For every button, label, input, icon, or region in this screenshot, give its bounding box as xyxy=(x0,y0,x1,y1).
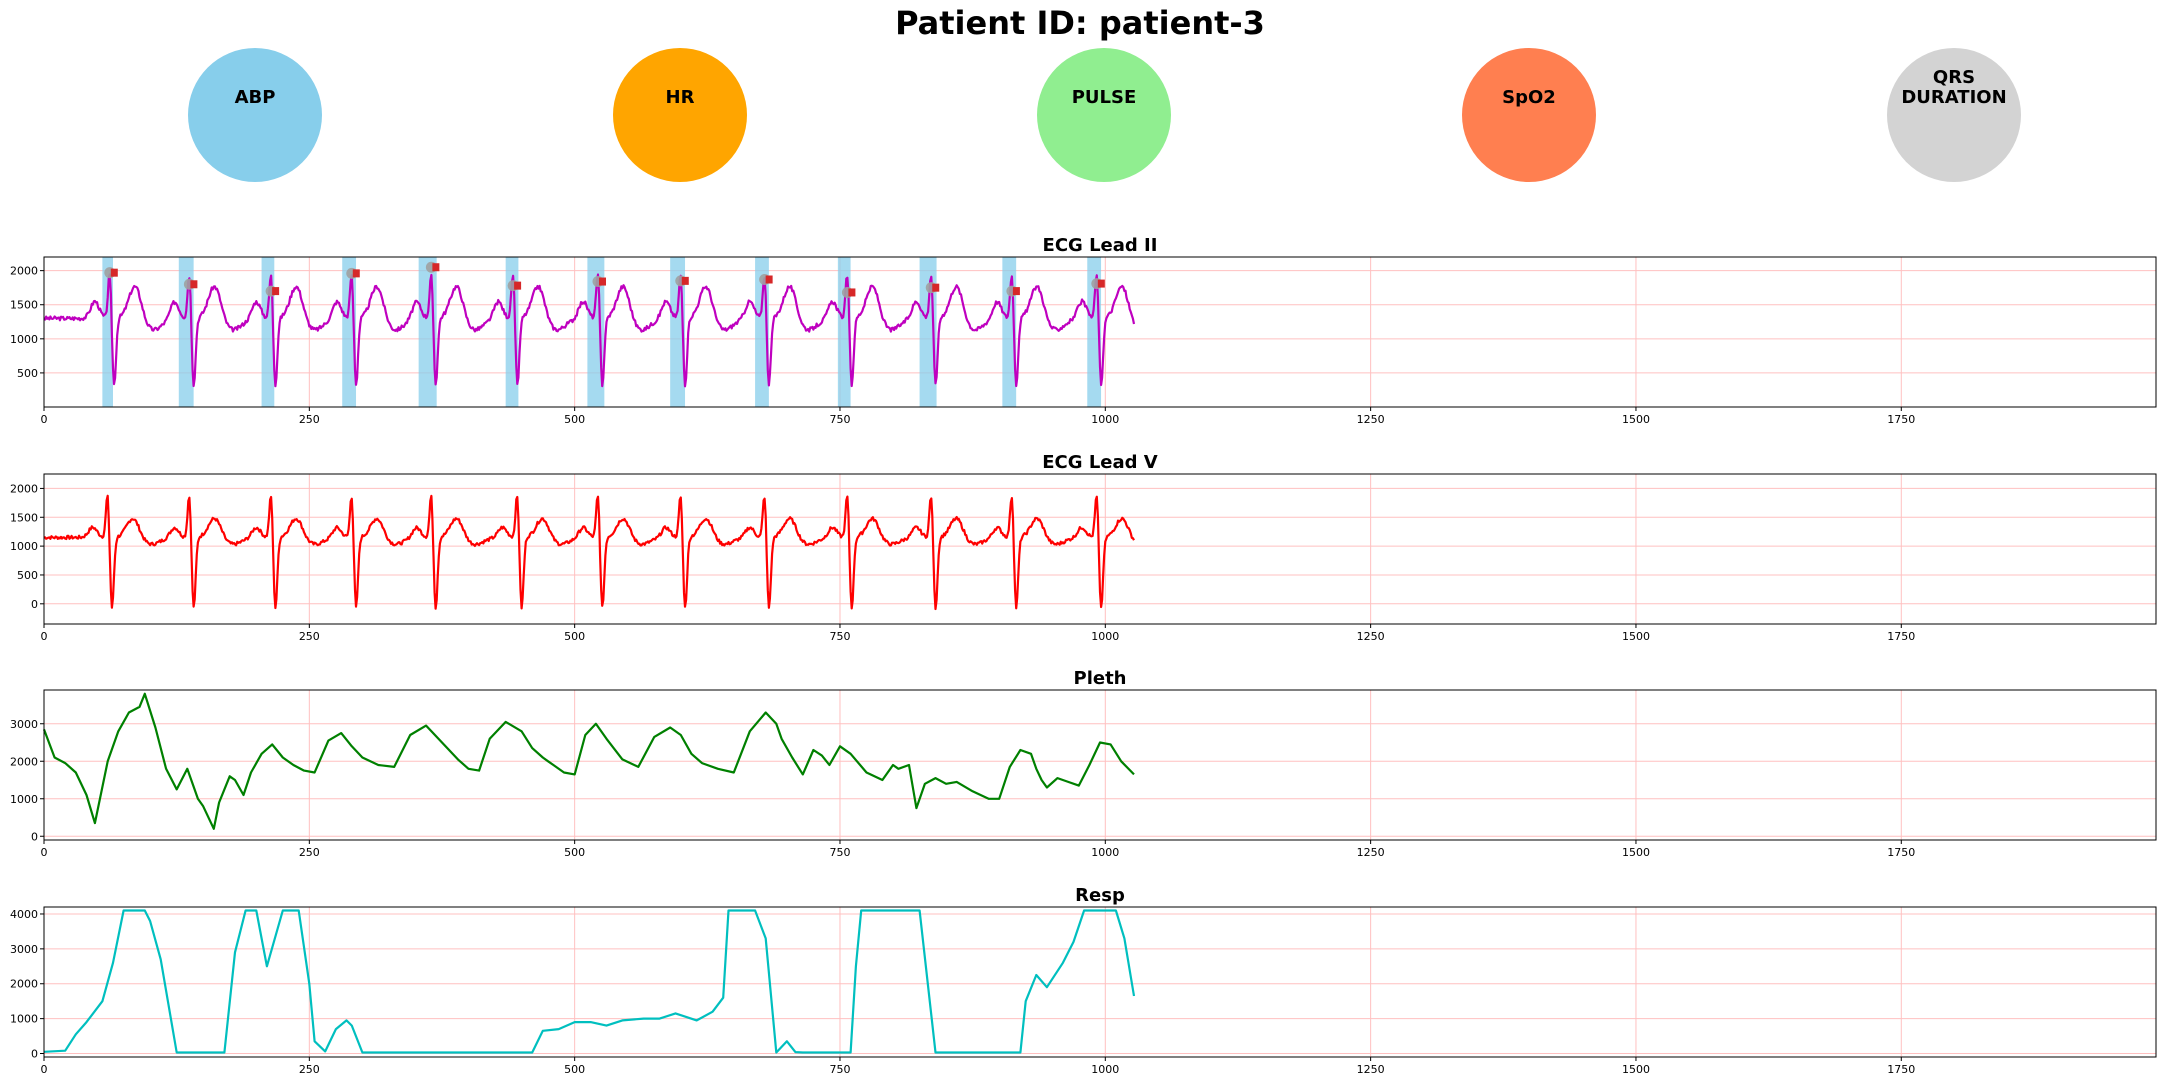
hr-label: HR xyxy=(665,87,695,108)
y-tick-label: 3000 xyxy=(10,718,38,731)
y-tick-label: 1000 xyxy=(10,540,38,553)
y-tick-label: 1000 xyxy=(10,1013,38,1026)
ecg-lead-v-series-line xyxy=(43,494,1135,611)
y-tick-label: 1500 xyxy=(10,299,38,312)
ecg-lead-v-title: ECG Lead V xyxy=(1042,452,1158,473)
pleth-axes-frame xyxy=(43,689,2157,841)
spo2-label: SpO2 xyxy=(1502,87,1556,108)
x-tick-label: 250 xyxy=(299,630,320,643)
ecg-lead-ii-axes-frame xyxy=(43,256,2157,408)
resp-series-line xyxy=(43,909,1136,1054)
x-tick-label: 1000 xyxy=(1091,630,1119,643)
qrs-duration-label: QRS DURATION xyxy=(1901,67,2007,108)
ecg-lead-ii-series-line xyxy=(43,273,1136,388)
y-tick-label: 500 xyxy=(17,569,38,582)
y-tick-label: 2000 xyxy=(10,265,38,278)
pleth-series-line xyxy=(42,692,1135,830)
x-tick-label: 1000 xyxy=(1091,1063,1119,1076)
r-peak-flag xyxy=(272,287,280,296)
r-peak-flag xyxy=(432,263,440,272)
x-tick-label: 750 xyxy=(829,413,850,426)
ecg-lead-ii-chart: ECG Lead II 0 250 500 750 1000 1250 1500 1750 500… xyxy=(10,235,2157,426)
pleth-title: Pleth xyxy=(1074,668,1127,689)
r-peak-flag xyxy=(352,269,360,278)
abp-label: ABP xyxy=(234,87,276,108)
x-tick-label: 250 xyxy=(299,413,320,426)
x-tick-label: 1250 xyxy=(1357,630,1385,643)
x-tick-label: 1500 xyxy=(1622,846,1650,859)
r-peak-flag xyxy=(190,280,198,289)
x-tick-label: 250 xyxy=(299,1063,320,1076)
x-tick-label: 750 xyxy=(829,630,850,643)
x-tick-label: 250 xyxy=(299,846,320,859)
x-tick-label: 1500 xyxy=(1622,1063,1650,1076)
x-tick-label: 0 xyxy=(41,630,48,643)
x-tick-label: 500 xyxy=(564,846,585,859)
x-tick-label: 500 xyxy=(564,413,585,426)
r-peak-flag xyxy=(681,276,689,285)
x-tick-label: 1750 xyxy=(1887,413,1915,426)
y-tick-label: 500 xyxy=(17,367,38,380)
x-tick-label: 1000 xyxy=(1091,846,1119,859)
qrs-duration-circle xyxy=(1887,48,2021,182)
resp-axes-frame xyxy=(43,906,2157,1058)
y-tick-label: 1000 xyxy=(10,793,38,806)
x-tick-label: 500 xyxy=(564,1063,585,1076)
hr-circle xyxy=(613,48,747,182)
ecg-lead-v-axes-frame xyxy=(43,473,2157,625)
x-tick-label: 500 xyxy=(564,630,585,643)
y-tick-label: 3000 xyxy=(10,943,38,956)
y-tick-label: 1500 xyxy=(10,511,38,524)
page-title: Patient ID: patient-3 xyxy=(895,4,1265,42)
x-tick-label: 1000 xyxy=(1091,413,1119,426)
x-tick-label: 1250 xyxy=(1357,846,1385,859)
r-peak-flag xyxy=(765,275,773,284)
x-tick-label: 1750 xyxy=(1887,1063,1915,1076)
resp-chart: Resp 0 250 500 750 1000 1250 1500 1750 0 1000 2000 3… xyxy=(10,885,2157,1076)
y-tick-label: 0 xyxy=(31,830,38,843)
x-tick-label: 1250 xyxy=(1357,1063,1385,1076)
spo2-circle xyxy=(1462,48,1596,182)
pulse-circle xyxy=(1037,48,1171,182)
r-peak-flag xyxy=(1012,287,1020,296)
y-tick-label: 1000 xyxy=(10,333,38,346)
r-peak-flag xyxy=(599,277,607,286)
y-tick-label: 2000 xyxy=(10,482,38,495)
x-tick-label: 1750 xyxy=(1887,630,1915,643)
r-peak-flag xyxy=(932,283,940,292)
x-tick-label: 750 xyxy=(829,1063,850,1076)
y-tick-label: 0 xyxy=(31,598,38,611)
y-tick-label: 2000 xyxy=(10,755,38,768)
x-tick-label: 0 xyxy=(41,413,48,426)
y-tick-label: 4000 xyxy=(10,908,38,921)
qrs-region xyxy=(102,257,113,407)
x-tick-label: 0 xyxy=(41,846,48,859)
x-tick-label: 1500 xyxy=(1622,413,1650,426)
pleth-chart: Pleth 0 250 500 750 1000 1250 1500 1750 0 1000 2000… xyxy=(10,668,2157,859)
x-tick-label: 1500 xyxy=(1622,630,1650,643)
r-peak-flag xyxy=(848,288,856,297)
r-peak-flag xyxy=(110,268,118,277)
x-tick-label: 1750 xyxy=(1887,846,1915,859)
x-tick-label: 750 xyxy=(829,846,850,859)
x-tick-label: 0 xyxy=(41,1063,48,1076)
abp-circle xyxy=(188,48,322,182)
ecg-lead-v-chart: ECG Lead V 0 250 500 750 1000 1250 1500 1750 0 500… xyxy=(10,452,2157,643)
r-peak-flag xyxy=(514,281,522,290)
x-tick-label: 1250 xyxy=(1357,413,1385,426)
r-peak-flag xyxy=(1097,279,1105,288)
pulse-label: PULSE xyxy=(1071,87,1137,108)
resp-title: Resp xyxy=(1075,885,1125,906)
ecg-lead-ii-title: ECG Lead II xyxy=(1043,235,1158,256)
y-tick-label: 2000 xyxy=(10,978,38,991)
y-tick-label: 0 xyxy=(31,1048,38,1061)
